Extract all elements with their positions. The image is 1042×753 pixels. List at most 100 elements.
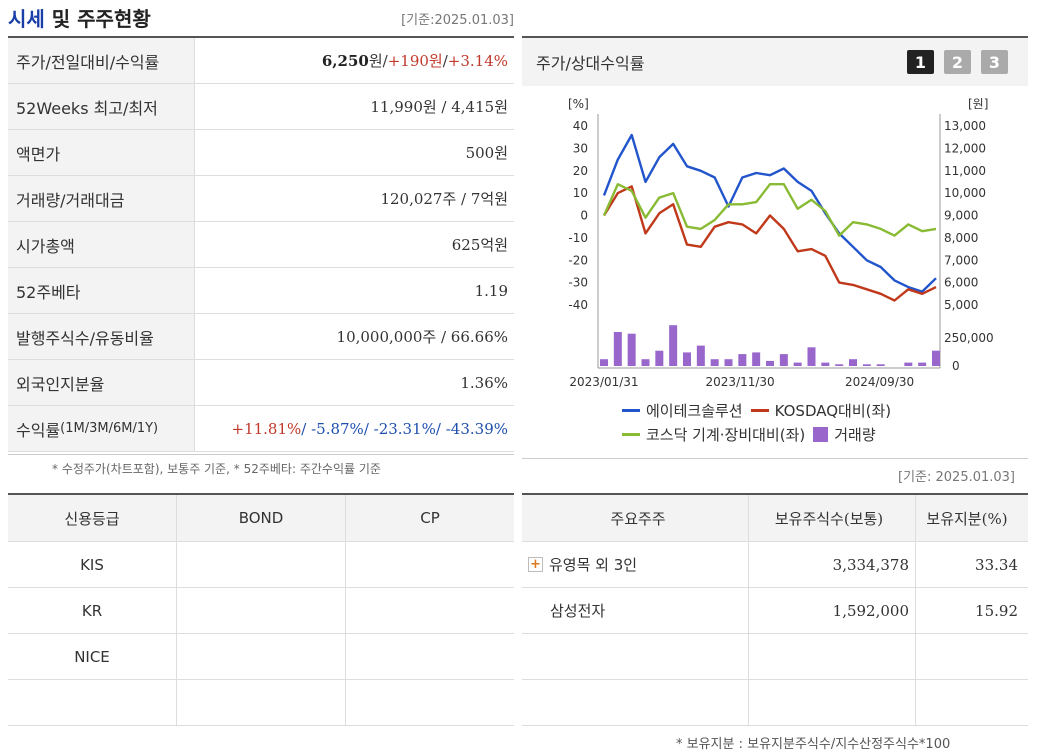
expand-plus-icon[interactable]: + xyxy=(528,557,543,572)
table-row: 발행주식수/유동비율 10,000,000주 / 66.66% xyxy=(8,314,514,360)
y2-tick-label: 10,000 xyxy=(944,186,986,200)
table-cell xyxy=(346,588,514,633)
volume-tick-label: 0 xyxy=(952,359,960,373)
chart-header: 주가/상대수익률 1 2 3 xyxy=(522,38,1028,86)
table-cell xyxy=(8,680,177,725)
table-cell xyxy=(346,542,514,587)
chart-page-button-2[interactable]: 2 xyxy=(944,50,971,74)
holder-name: + 유영목 외 3인 xyxy=(522,542,749,587)
chart-page-buttons: 1 2 3 xyxy=(907,50,1008,74)
table-row: KR xyxy=(8,588,514,634)
table-row: 52주베타 1.19 xyxy=(8,268,514,314)
table-row xyxy=(8,680,514,726)
volume-bar xyxy=(766,360,774,366)
y-tick-label: 40 xyxy=(573,119,588,133)
volume-bar xyxy=(793,362,802,366)
table-row: 거래량/거래대금 120,027주 / 7억원 xyxy=(8,176,514,222)
volume-bar xyxy=(918,362,927,366)
table-row: 수익률 (1M/3M/6M/1Y) +11.81% / -5.87% / -23.3… xyxy=(8,406,514,452)
row-value: +11.81% / -5.87% / -23.31% / -43.39% xyxy=(231,419,509,438)
holder-shares xyxy=(749,634,916,679)
holder-shares xyxy=(749,680,916,725)
table-row: NICE xyxy=(8,634,514,680)
holder-shares: 3,334,378 xyxy=(749,542,916,587)
holder-shares: 1,592,000 xyxy=(749,588,916,633)
table-row: 주가/전일대비/수익률 6,250 원 / +190원 / +3.14% xyxy=(8,38,514,84)
page-title: 시세 및 주주현황 xyxy=(8,7,151,31)
table-header: 주요주주 보유주식수(보통) 보유지분(%) xyxy=(522,495,1028,542)
y-tick-label: 20 xyxy=(573,164,588,178)
y-tick-label: 0 xyxy=(580,209,588,223)
column-header: 보유주식수(보통) xyxy=(749,495,916,541)
row-value: 500원 xyxy=(465,144,508,162)
row-label: 52주베타 xyxy=(8,268,195,313)
column-header: 신용등급 xyxy=(8,495,177,541)
table-cell: KIS xyxy=(8,542,177,587)
volume-bar xyxy=(807,347,816,366)
volume-bar xyxy=(696,345,705,366)
left-axis-unit: [%] xyxy=(568,97,589,111)
holder-pct: 33.34 xyxy=(975,555,1018,574)
holder-name: 삼성전자 xyxy=(522,588,749,633)
y-tick-label: 30 xyxy=(573,141,588,155)
row-value: 10,000,000주 / 66.66% xyxy=(336,328,508,346)
series-line xyxy=(602,182,937,237)
table-row xyxy=(522,634,1028,680)
volume-tick-label: 250,000 xyxy=(944,331,994,345)
volume-bar xyxy=(613,332,622,366)
row-label: 시가총액 xyxy=(8,222,195,267)
volume-bar xyxy=(821,362,830,366)
y2-tick-label: 13,000 xyxy=(944,119,986,133)
holder-name xyxy=(522,634,749,679)
row-value: 6,250 원 / +190원 / +3.14% xyxy=(321,51,508,71)
chart-page-button-1[interactable]: 1 xyxy=(907,50,934,74)
volume-bar xyxy=(710,359,719,366)
table-cell: NICE xyxy=(8,634,177,679)
holder-pct xyxy=(916,680,1028,725)
y2-tick-label: 11,000 xyxy=(944,164,986,178)
row-label: 외국인지분율 xyxy=(8,360,195,405)
row-label: 주가/전일대비/수익률 xyxy=(8,38,195,83)
holders-base-date: [기준: 2025.01.03] xyxy=(898,470,1016,485)
row-label: 액면가 xyxy=(8,130,195,175)
volume-bar xyxy=(862,364,871,366)
volume-bar xyxy=(724,359,733,366)
y2-tick-label: 6,000 xyxy=(944,276,978,290)
summary-note: * 수정주가(차트포함), 보통주 기준, * 52주베타: 주간수익률 기준 xyxy=(52,462,381,476)
table-cell xyxy=(177,542,346,587)
volume-bar xyxy=(876,364,885,366)
column-header: 주요주주 xyxy=(522,495,749,541)
price-chart: [%] [원] 40 30 20 10 0 -10 -20 -30 -40 13,000 12,000 1… xyxy=(568,97,994,389)
price-chart-panel: 주가/상대수익률 1 2 3 [%] [원] 40 30 20 10 0 -10 -20 -30-… xyxy=(522,36,1028,456)
holders-note: * 보유지분 : 보유지분주식수/지수산정주식수*100 xyxy=(676,737,951,752)
series-line xyxy=(602,133,937,293)
x-tick-label: 2023/11/30 xyxy=(706,375,775,389)
row-label: 거래량/거래대금 xyxy=(8,176,195,221)
row-value: 11,990원 / 4,415원 xyxy=(370,98,508,116)
volume-bar xyxy=(835,364,844,366)
holder-name xyxy=(522,680,749,725)
row-label: 발행주식수/유동비율 xyxy=(8,314,195,359)
volume-bar xyxy=(683,352,691,366)
x-tick-label: 2024/09/30 xyxy=(845,375,914,389)
row-value: 1.36% xyxy=(460,373,508,392)
row-label: 52Weeks 최고/최저 xyxy=(8,84,195,129)
table-row: 삼성전자 1,592,000 15.92 xyxy=(522,588,1028,634)
legend-item: KOSDAQ대비(좌) xyxy=(750,400,891,421)
chart-page-button-3[interactable]: 3 xyxy=(981,50,1008,74)
divider xyxy=(8,454,514,455)
table-row: 시가총액 625억원 xyxy=(8,222,514,268)
volume-bar xyxy=(738,354,747,366)
y2-tick-label: 5,000 xyxy=(944,298,978,312)
y2-tick-label: 12,000 xyxy=(944,141,986,155)
price-summary-table: 주가/전일대비/수익률 6,250 원 / +190원 / +3.14% 52We… xyxy=(8,36,514,452)
y-tick-label: 10 xyxy=(573,186,588,200)
volume-bar xyxy=(904,362,913,366)
series-line xyxy=(602,185,937,302)
y2-tick-label: 7,000 xyxy=(944,253,978,267)
volume-bar xyxy=(641,359,650,366)
x-tick-label: 2023/01/31 xyxy=(569,375,638,389)
y-tick-label: -40 xyxy=(568,298,588,312)
divider xyxy=(522,458,1028,459)
table-row: 외국인지분율 1.36% xyxy=(8,360,514,406)
